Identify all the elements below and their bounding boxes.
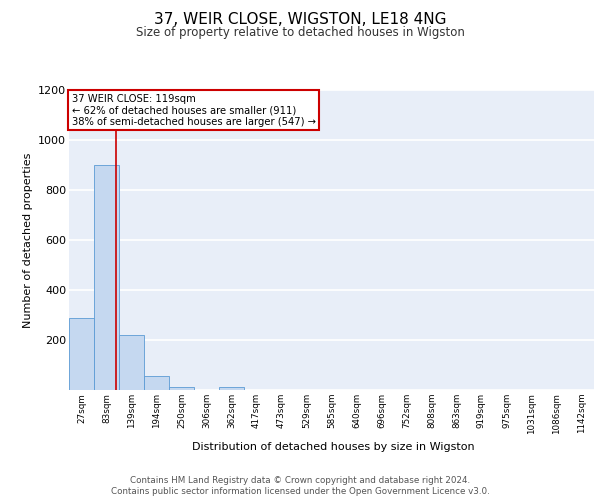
Text: Contains public sector information licensed under the Open Government Licence v3: Contains public sector information licen… [110, 488, 490, 496]
Bar [219, 387, 244, 390]
Bar [144, 376, 169, 390]
Bar [119, 335, 144, 390]
Bar [94, 165, 119, 390]
Text: Distribution of detached houses by size in Wigston: Distribution of detached houses by size … [191, 442, 475, 452]
Text: 37, WEIR CLOSE, WIGSTON, LE18 4NG: 37, WEIR CLOSE, WIGSTON, LE18 4NG [154, 12, 446, 28]
Bar [169, 387, 194, 390]
Bar [69, 318, 94, 390]
Text: 37 WEIR CLOSE: 119sqm
← 62% of detached houses are smaller (911)
38% of semi-det: 37 WEIR CLOSE: 119sqm ← 62% of detached … [71, 94, 316, 127]
Text: Size of property relative to detached houses in Wigston: Size of property relative to detached ho… [136, 26, 464, 39]
Text: Contains HM Land Registry data © Crown copyright and database right 2024.: Contains HM Land Registry data © Crown c… [130, 476, 470, 485]
Y-axis label: Number of detached properties: Number of detached properties [23, 152, 32, 328]
